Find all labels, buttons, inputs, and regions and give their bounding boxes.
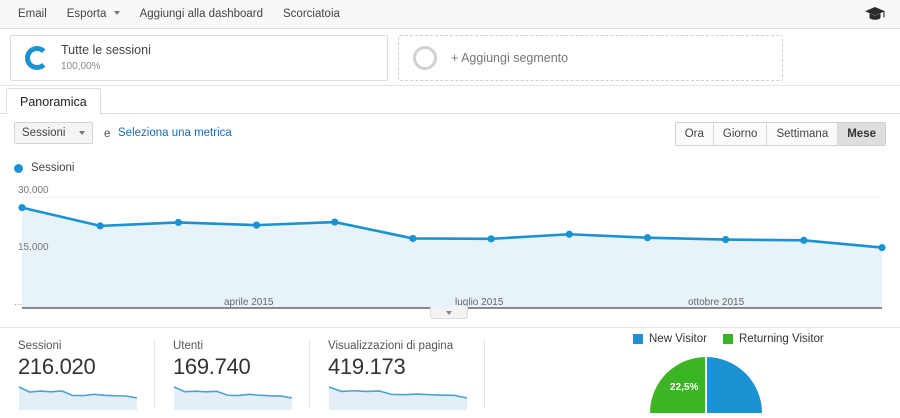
segment-donut-icon [25, 46, 49, 70]
metric-card-visualizzazioni-sparkline [328, 384, 468, 415]
pie-legend-label-returning-visitor: Returning Visitor [738, 333, 824, 345]
chart-controls-row: Sessioni e Seleziona una metrica Ora Gio… [0, 114, 900, 150]
x-axis-tick-aprile: aprile 2015 [224, 297, 274, 308]
granularity-ora-label: Ora [684, 128, 704, 140]
x-axis-tick-ottobre: ottobre 2015 [688, 297, 745, 308]
granularity-settimana[interactable]: Settimana [767, 123, 839, 145]
chevron-down-icon [79, 131, 86, 135]
metric-card-utenti-sparkline [173, 384, 293, 415]
metric-card-sessioni-sparkline [18, 384, 138, 415]
topbar-item-esporta[interactable]: Esporta [57, 0, 130, 28]
topbar-item-aggiungi-alla-dashboard-label: Aggiungi alla dashboard [139, 8, 264, 20]
y-axis-tick-30000: 30.000 [18, 185, 49, 196]
pie-legend: New Visitor Returning Visitor [633, 333, 824, 345]
top-action-bar: Email Esporta Aggiungi alla dashboard Sc… [0, 0, 900, 29]
pie-legend-label-new-visitor: New Visitor [649, 333, 707, 345]
metric-conjunction: e [104, 128, 111, 140]
pie-legend-swatch-new-visitor [633, 334, 643, 344]
pie-slice-label-returning: 22,5% [670, 382, 699, 393]
topbar-item-esporta-label: Esporta [66, 8, 107, 20]
collapse-chart-handle[interactable] [430, 306, 468, 319]
topbar-item-scorciatoia[interactable]: Scorciatoia [273, 0, 350, 28]
topbar-item-email-label: Email [18, 8, 47, 20]
visitor-type-pie-chart[interactable] [640, 357, 772, 418]
metric-cards-row: Sessioni 216.020 Utenti 169.740 Visualiz… [0, 327, 900, 410]
select-metric-link[interactable]: Seleziona una metrica [118, 127, 232, 139]
metric-card-visualizzazioni[interactable]: Visualizzazioni di pagina 419.173 [310, 340, 485, 410]
topbar-item-email[interactable]: Email [8, 0, 57, 28]
new-vs-returning-block: New Visitor Returning Visitor 22,5% [485, 327, 900, 413]
granularity-ora[interactable]: Ora [675, 123, 714, 145]
granularity-mese-label: Mese [847, 128, 876, 140]
graduation-cap-icon[interactable] [864, 6, 886, 22]
chevron-down-icon [446, 311, 452, 315]
metric-select-dropdown[interactable]: Sessioni [14, 122, 94, 144]
metric-card-utenti[interactable]: Utenti 169.740 [155, 340, 310, 410]
metric-select-value: Sessioni [22, 126, 66, 139]
pie-legend-item-returning-visitor[interactable]: Returning Visitor [722, 333, 824, 345]
x-axis-leading-label: ... [14, 297, 23, 308]
granularity-settimana-label: Settimana [776, 128, 829, 140]
empty-donut-icon [413, 46, 437, 70]
tab-panoramica[interactable]: Panoramica [6, 88, 101, 115]
granularity-button-group: Ora Giorno Settimana Mese [674, 122, 886, 146]
x-axis-tick-luglio: luglio 2015 [455, 297, 504, 308]
y-axis-tick-15000: 15.000 [18, 242, 49, 253]
granularity-giorno[interactable]: Giorno [713, 123, 768, 145]
legend-label-sessioni: Sessioni [31, 162, 75, 174]
segment-all-sessions[interactable]: Tutte le sessioni 100,00% [10, 35, 388, 81]
pie-legend-swatch-returning-visitor [722, 334, 733, 344]
metric-card-utenti-title: Utenti [173, 340, 204, 352]
metric-card-sessioni-value: 216.020 [18, 354, 96, 379]
granularity-mese[interactable]: Mese [838, 123, 885, 145]
topbar-item-aggiungi-alla-dashboard[interactable]: Aggiungi alla dashboard [130, 0, 273, 28]
metric-card-sessioni-title: Sessioni [18, 340, 62, 352]
chevron-down-icon [113, 10, 120, 15]
granularity-giorno-label: Giorno [722, 128, 758, 140]
add-segment-button[interactable]: + Aggiungi segmento [398, 35, 783, 81]
segment-bar: Tutte le sessioni 100,00% + Aggiungi seg… [0, 29, 900, 86]
metric-card-visualizzazioni-value: 419.173 [328, 354, 406, 379]
metric-card-visualizzazioni-title: Visualizzazioni di pagina [328, 340, 454, 352]
metric-card-utenti-value: 169.740 [173, 354, 251, 379]
add-segment-label: + Aggiungi segmento [451, 51, 569, 65]
sessions-line-chart[interactable] [0, 180, 900, 322]
chart-panel: Sessioni e Seleziona una metrica Ora Gio… [0, 114, 900, 322]
metric-card-sessioni[interactable]: Sessioni 216.020 [0, 340, 155, 410]
pie-legend-item-new-visitor[interactable]: New Visitor [633, 333, 707, 345]
tab-strip: Panoramica [0, 86, 900, 115]
topbar-item-scorciatoia-label: Scorciatoia [283, 8, 340, 20]
chart-legend: Sessioni [14, 162, 74, 174]
segment-percent: 100,00% [61, 60, 101, 72]
segment-title: Tutte le sessioni [61, 42, 151, 57]
legend-swatch-sessioni [14, 163, 23, 173]
tab-panoramica-label: Panoramica [20, 95, 87, 109]
